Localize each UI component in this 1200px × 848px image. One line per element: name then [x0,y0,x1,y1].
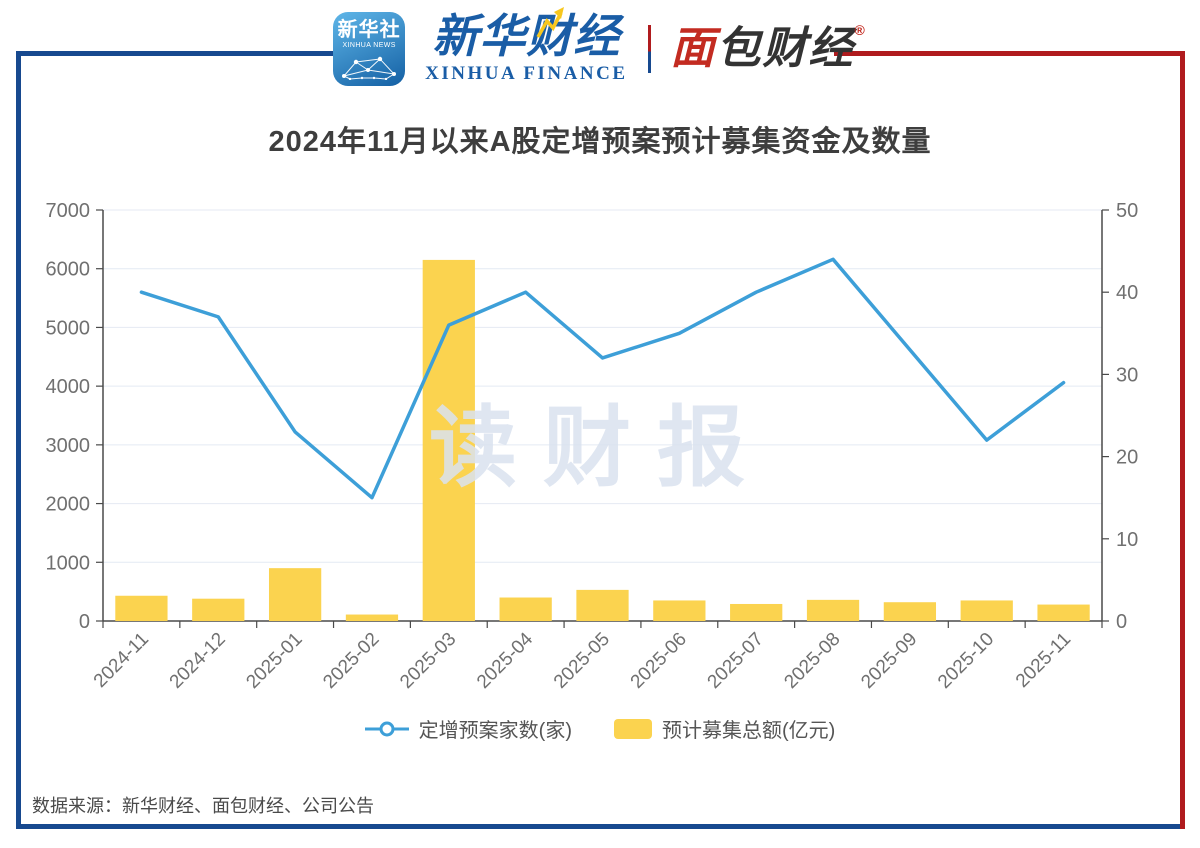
network-pattern-icon [342,56,397,80]
bar-2025-08 [806,599,860,621]
bar-2025-01 [268,568,322,621]
xinhua-finance-cn-label: 新华财经 [432,7,621,62]
axes: 0 1000 2000 3000 4000 5000 6000 7000 0 10 20 30 40 50 [46,200,1139,633]
data-source-note: 数据来源：新华财经、面包财经、公司公告 [32,796,374,816]
x-axis-label-2025-06: 2025-06 [627,629,691,693]
bar-2025-06 [653,600,706,621]
x-axis-label-2024-12: 2024-12 [166,629,230,693]
right-axis-tick-label: 50 [1116,200,1138,222]
x-axis-label-2025-04: 2025-04 [473,628,537,692]
left-axis-tick-label: 2000 [46,494,91,516]
x-axis-label-2024-11: 2024-11 [90,629,153,692]
legend-item-line-series[interactable]: 定增预案家数(家) [364,714,572,743]
xinhua-finance-logo: 新华财经 XINHUA FINANCE [425,7,628,85]
right-axis-tick-label: 10 [1116,529,1138,551]
gridlines [103,209,1102,563]
left-axis-tick-label: 1000 [46,552,91,574]
registered-mark: ® [854,22,867,38]
bar-2025-10 [960,600,1013,621]
xinhua-news-logo: 新华社 XINHUA NEWS [333,12,406,86]
page-border-left [16,51,21,829]
bar-2025-05 [576,589,629,621]
x-axis-label-2025-03: 2025-03 [396,629,460,693]
x-axis-label-2025-10: 2025-10 [934,629,998,693]
right-axis-tick-label: 0 [1116,611,1127,633]
bread-finance-rest-chars: 包财经 [716,24,855,73]
bar-series [115,259,1090,621]
left-axis-tick-label: 3000 [46,435,91,457]
chart-legend: 定增预案家数(家) 预计募集总额(亿元) [0,714,1200,743]
bread-finance-logo: 面包财经® [670,23,867,73]
left-axis-tick-label: 6000 [46,259,91,281]
x-axis-label-2025-07: 2025-07 [704,629,768,693]
chart-title: 2024年11月以来A股定增预案预计募集资金及数量 [268,126,932,158]
bar-2025-04 [499,597,552,621]
bar-2025-11 [1037,604,1090,621]
legend-label-line-series: 定增预案家数(家) [418,720,572,742]
right-axis-tick-label: 20 [1116,447,1138,469]
legend-label-bar-series: 预计募集总额(亿元) [662,720,836,742]
page-border-bottom [16,824,1180,829]
x-axis-label-2025-09: 2025-09 [857,629,921,693]
page-border-top-right [834,51,1185,56]
x-axis-labels: 2024-11 2024-12 2025-01 2025-02 2025-03 2025-… [90,628,1075,692]
bar-2024-12 [192,598,245,621]
right-axis-tick-label: 30 [1116,364,1138,386]
bar-series-swatch-icon [614,718,652,739]
x-axis-label-2025-08: 2025-08 [780,629,844,693]
lightning-icon [536,7,565,38]
x-axis-label-2025-11: 2025-11 [1012,629,1075,692]
watermark: 读财报 [429,398,771,497]
bread-finance-first-char: 面 [670,24,717,73]
left-axis-tick-label: 0 [79,611,90,633]
bar-2024-11 [115,595,168,621]
xinhua-news-cn-label: 新华社 [337,19,401,41]
bar-2025-07 [730,603,783,621]
left-axis-tick-label: 4000 [46,376,91,398]
header-divider [647,25,651,73]
xinhua-news-en-label: XINHUA NEWS [342,42,396,49]
bar-2025-03 [422,259,475,621]
xinhua-finance-en-label: XINHUA FINANCE [425,63,628,84]
x-axis-label-2025-02: 2025-02 [319,629,383,693]
x-axis-label-2025-01: 2025-01 [242,629,306,693]
bar-2025-09 [883,602,937,621]
page-border-top-left [16,51,366,56]
x-axis-label-2025-05: 2025-05 [550,629,614,693]
left-axis-tick-label: 5000 [46,317,91,339]
xinhua-finance-cn-text: 新华财经 [432,10,621,62]
page-border-right [1180,51,1185,829]
line-series [139,257,1066,500]
bar-2025-02 [345,614,399,621]
line-series-marker-icon [364,721,409,736]
left-axis-tick-label: 7000 [46,200,91,222]
right-axis-tick-label: 40 [1116,282,1138,304]
legend-item-bar-series[interactable]: 预计募集总额(亿元) [614,714,835,743]
header: 新华社 XINHUA NEWS 新华财 [0,6,1200,92]
